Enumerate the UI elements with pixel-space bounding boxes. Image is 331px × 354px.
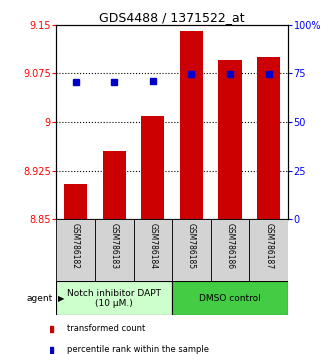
Bar <box>64 184 87 219</box>
Title: GDS4488 / 1371522_at: GDS4488 / 1371522_at <box>99 11 245 24</box>
Bar <box>249 219 288 281</box>
Bar <box>133 219 172 281</box>
Bar <box>103 151 126 219</box>
Text: DMSO control: DMSO control <box>199 294 261 303</box>
Bar <box>172 281 288 315</box>
Text: Notch inhibitor DAPT
(10 μM.): Notch inhibitor DAPT (10 μM.) <box>67 289 161 308</box>
Text: GSM786183: GSM786183 <box>110 223 119 269</box>
Bar <box>257 57 280 219</box>
Text: GSM786186: GSM786186 <box>225 223 235 269</box>
Text: ▶: ▶ <box>58 294 65 303</box>
Text: GSM786185: GSM786185 <box>187 223 196 269</box>
Text: GSM786184: GSM786184 <box>148 223 157 269</box>
Text: GSM786182: GSM786182 <box>71 223 80 269</box>
Bar <box>95 219 133 281</box>
Bar <box>211 219 249 281</box>
Bar <box>141 116 165 219</box>
Text: percentile rank within the sample: percentile rank within the sample <box>67 346 209 354</box>
Bar <box>180 31 203 219</box>
Text: GSM786187: GSM786187 <box>264 223 273 269</box>
Text: agent: agent <box>27 294 53 303</box>
Bar <box>56 219 95 281</box>
Bar <box>172 219 211 281</box>
Bar <box>218 61 242 219</box>
Text: transformed count: transformed count <box>67 324 145 333</box>
Bar <box>56 281 172 315</box>
